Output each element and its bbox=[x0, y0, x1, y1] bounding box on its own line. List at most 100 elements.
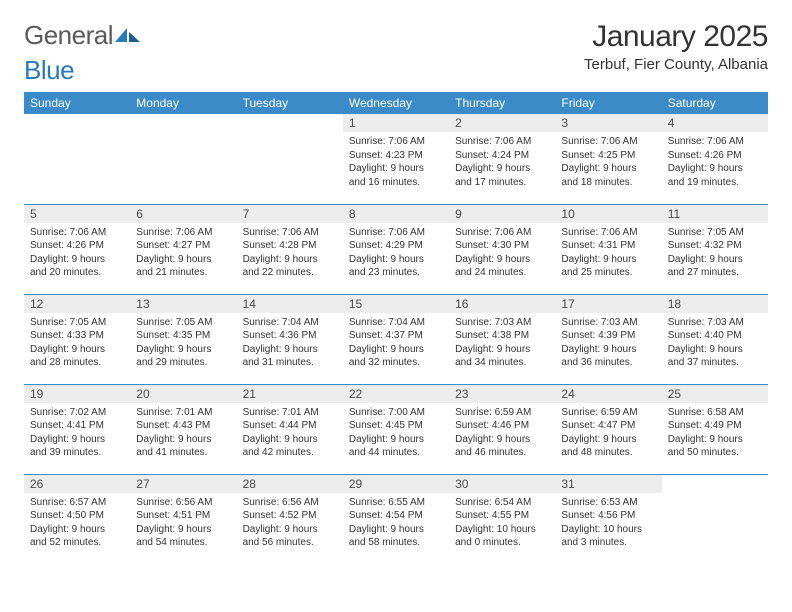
day-cell-5: 5Sunrise: 7:06 AMSunset: 4:26 PMDaylight… bbox=[24, 204, 130, 294]
daylight-line-2: and 46 minutes. bbox=[455, 446, 549, 460]
sunset-line: Sunset: 4:26 PM bbox=[30, 239, 124, 253]
daylight-line-1: Daylight: 9 hours bbox=[30, 433, 124, 447]
daylight-line-2: and 17 minutes. bbox=[455, 176, 549, 190]
sunset-line: Sunset: 4:38 PM bbox=[455, 329, 549, 343]
day-cell-26: 26Sunrise: 6:57 AMSunset: 4:50 PMDayligh… bbox=[24, 474, 130, 564]
daylight-line-1: Daylight: 9 hours bbox=[668, 253, 762, 267]
sunrise-line: Sunrise: 7:06 AM bbox=[349, 226, 443, 240]
sunset-line: Sunset: 4:37 PM bbox=[349, 329, 443, 343]
day-cell-1: 1Sunrise: 7:06 AMSunset: 4:23 PMDaylight… bbox=[343, 114, 449, 204]
daylight-line-2: and 24 minutes. bbox=[455, 266, 549, 280]
day-cell-21: 21Sunrise: 7:01 AMSunset: 4:44 PMDayligh… bbox=[237, 384, 343, 474]
sunrise-line: Sunrise: 7:03 AM bbox=[455, 316, 549, 330]
daylight-line-1: Daylight: 9 hours bbox=[349, 162, 443, 176]
day-body: Sunrise: 7:06 AMSunset: 4:25 PMDaylight:… bbox=[555, 132, 661, 195]
empty-cell bbox=[237, 114, 343, 204]
day-cell-9: 9Sunrise: 7:06 AMSunset: 4:30 PMDaylight… bbox=[449, 204, 555, 294]
daylight-line-1: Daylight: 9 hours bbox=[561, 343, 655, 357]
sunset-line: Sunset: 4:32 PM bbox=[668, 239, 762, 253]
sunrise-line: Sunrise: 7:06 AM bbox=[243, 226, 337, 240]
day-body: Sunrise: 6:56 AMSunset: 4:51 PMDaylight:… bbox=[130, 493, 236, 556]
day-number: 27 bbox=[130, 475, 236, 493]
sunrise-line: Sunrise: 6:54 AM bbox=[455, 496, 549, 510]
logo-word-1: General bbox=[24, 20, 113, 51]
day-number: 26 bbox=[24, 475, 130, 493]
day-number: 6 bbox=[130, 205, 236, 223]
title-block: January 2025 Terbuf, Fier County, Albani… bbox=[584, 20, 768, 73]
day-cell-8: 8Sunrise: 7:06 AMSunset: 4:29 PMDaylight… bbox=[343, 204, 449, 294]
empty-cell bbox=[24, 114, 130, 204]
sunrise-line: Sunrise: 7:04 AM bbox=[349, 316, 443, 330]
day-cell-29: 29Sunrise: 6:55 AMSunset: 4:54 PMDayligh… bbox=[343, 474, 449, 564]
day-cell-15: 15Sunrise: 7:04 AMSunset: 4:37 PMDayligh… bbox=[343, 294, 449, 384]
sunset-line: Sunset: 4:24 PM bbox=[455, 149, 549, 163]
sunset-line: Sunset: 4:52 PM bbox=[243, 509, 337, 523]
logo-sail-icon bbox=[115, 25, 141, 43]
sunrise-line: Sunrise: 7:06 AM bbox=[561, 226, 655, 240]
day-number: 20 bbox=[130, 385, 236, 403]
daylight-line-1: Daylight: 9 hours bbox=[136, 433, 230, 447]
dow-sunday: Sunday bbox=[24, 92, 130, 114]
daylight-line-1: Daylight: 9 hours bbox=[30, 343, 124, 357]
day-cell-31: 31Sunrise: 6:53 AMSunset: 4:56 PMDayligh… bbox=[555, 474, 661, 564]
day-cell-4: 4Sunrise: 7:06 AMSunset: 4:26 PMDaylight… bbox=[662, 114, 768, 204]
dow-wednesday: Wednesday bbox=[343, 92, 449, 114]
day-number: 2 bbox=[449, 114, 555, 132]
sunset-line: Sunset: 4:43 PM bbox=[136, 419, 230, 433]
day-number: 16 bbox=[449, 295, 555, 313]
sunrise-line: Sunrise: 7:05 AM bbox=[136, 316, 230, 330]
location-label: Terbuf, Fier County, Albania bbox=[584, 56, 768, 73]
sunset-line: Sunset: 4:41 PM bbox=[30, 419, 124, 433]
day-cell-30: 30Sunrise: 6:54 AMSunset: 4:55 PMDayligh… bbox=[449, 474, 555, 564]
sunrise-line: Sunrise: 6:59 AM bbox=[561, 406, 655, 420]
dow-thursday: Thursday bbox=[449, 92, 555, 114]
day-body: Sunrise: 7:03 AMSunset: 4:38 PMDaylight:… bbox=[449, 313, 555, 376]
sunset-line: Sunset: 4:26 PM bbox=[668, 149, 762, 163]
sunrise-line: Sunrise: 7:05 AM bbox=[668, 226, 762, 240]
sunrise-line: Sunrise: 7:06 AM bbox=[349, 135, 443, 149]
day-number: 13 bbox=[130, 295, 236, 313]
day-cell-25: 25Sunrise: 6:58 AMSunset: 4:49 PMDayligh… bbox=[662, 384, 768, 474]
daylight-line-2: and 56 minutes. bbox=[243, 536, 337, 550]
sunset-line: Sunset: 4:50 PM bbox=[30, 509, 124, 523]
day-cell-17: 17Sunrise: 7:03 AMSunset: 4:39 PMDayligh… bbox=[555, 294, 661, 384]
day-cell-23: 23Sunrise: 6:59 AMSunset: 4:46 PMDayligh… bbox=[449, 384, 555, 474]
day-number: 28 bbox=[237, 475, 343, 493]
daylight-line-1: Daylight: 10 hours bbox=[561, 523, 655, 537]
daylight-line-1: Daylight: 9 hours bbox=[668, 162, 762, 176]
sunset-line: Sunset: 4:36 PM bbox=[243, 329, 337, 343]
daylight-line-1: Daylight: 9 hours bbox=[455, 253, 549, 267]
day-body: Sunrise: 7:06 AMSunset: 4:26 PMDaylight:… bbox=[24, 223, 130, 286]
daylight-line-2: and 28 minutes. bbox=[30, 356, 124, 370]
day-cell-13: 13Sunrise: 7:05 AMSunset: 4:35 PMDayligh… bbox=[130, 294, 236, 384]
calendar-row: 5Sunrise: 7:06 AMSunset: 4:26 PMDaylight… bbox=[24, 204, 768, 294]
day-body: Sunrise: 7:06 AMSunset: 4:31 PMDaylight:… bbox=[555, 223, 661, 286]
daylight-line-1: Daylight: 9 hours bbox=[668, 343, 762, 357]
day-cell-24: 24Sunrise: 6:59 AMSunset: 4:47 PMDayligh… bbox=[555, 384, 661, 474]
sunrise-line: Sunrise: 7:01 AM bbox=[243, 406, 337, 420]
sunset-line: Sunset: 4:46 PM bbox=[455, 419, 549, 433]
daylight-line-2: and 54 minutes. bbox=[136, 536, 230, 550]
daylight-line-2: and 23 minutes. bbox=[349, 266, 443, 280]
day-body: Sunrise: 7:06 AMSunset: 4:28 PMDaylight:… bbox=[237, 223, 343, 286]
day-body: Sunrise: 6:57 AMSunset: 4:50 PMDaylight:… bbox=[24, 493, 130, 556]
day-body: Sunrise: 6:58 AMSunset: 4:49 PMDaylight:… bbox=[662, 403, 768, 466]
sunrise-line: Sunrise: 7:05 AM bbox=[30, 316, 124, 330]
sunrise-line: Sunrise: 7:04 AM bbox=[243, 316, 337, 330]
sunset-line: Sunset: 4:23 PM bbox=[349, 149, 443, 163]
day-body: Sunrise: 6:55 AMSunset: 4:54 PMDaylight:… bbox=[343, 493, 449, 556]
day-cell-20: 20Sunrise: 7:01 AMSunset: 4:43 PMDayligh… bbox=[130, 384, 236, 474]
daylight-line-1: Daylight: 9 hours bbox=[136, 253, 230, 267]
day-body: Sunrise: 7:06 AMSunset: 4:29 PMDaylight:… bbox=[343, 223, 449, 286]
day-number: 25 bbox=[662, 385, 768, 403]
daylight-line-1: Daylight: 9 hours bbox=[349, 523, 443, 537]
day-number: 4 bbox=[662, 114, 768, 132]
sunset-line: Sunset: 4:30 PM bbox=[455, 239, 549, 253]
day-number: 22 bbox=[343, 385, 449, 403]
day-number: 29 bbox=[343, 475, 449, 493]
daylight-line-1: Daylight: 9 hours bbox=[136, 523, 230, 537]
day-body: Sunrise: 7:03 AMSunset: 4:40 PMDaylight:… bbox=[662, 313, 768, 376]
day-number: 24 bbox=[555, 385, 661, 403]
sunset-line: Sunset: 4:27 PM bbox=[136, 239, 230, 253]
daylight-line-1: Daylight: 9 hours bbox=[243, 433, 337, 447]
